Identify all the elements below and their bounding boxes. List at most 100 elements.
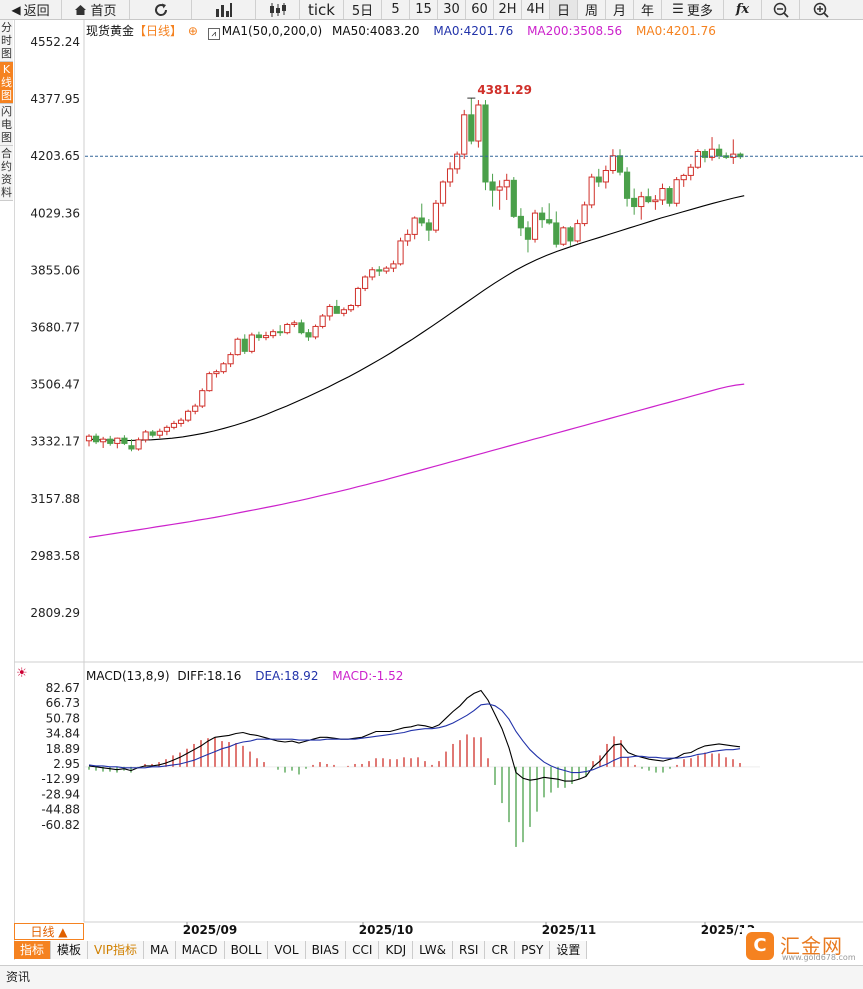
tab-indicators[interactable]: 指标: [14, 941, 52, 959]
y-tick-label: 3506.47: [30, 378, 80, 392]
refresh-button[interactable]: [130, 0, 192, 19]
period-5d[interactable]: 5日: [344, 0, 382, 19]
candle-body: [737, 153, 744, 158]
back-button[interactable]: ◀ 返回: [0, 0, 62, 19]
macd-y-tick-label: -12.99: [41, 772, 80, 786]
y-tick-label: 3157.88: [30, 492, 80, 506]
candle-body: [107, 438, 114, 444]
candle-body: [347, 304, 355, 311]
side-tabs: 分时图 K线图 闪电图 合约资料: [0, 20, 14, 201]
legend-period-tag: 【日线】: [134, 24, 183, 38]
period-day[interactable]: 日: [550, 0, 578, 19]
tab-bias[interactable]: BIAS: [305, 941, 347, 959]
candlestick-button[interactable]: [256, 0, 300, 19]
max-price-label: 4381.29: [477, 83, 532, 97]
candle-body: [206, 373, 213, 392]
y-tick-label: 3855.06: [30, 263, 80, 277]
tab-rsi[interactable]: RSI: [452, 941, 486, 959]
period-60m[interactable]: 60: [466, 0, 494, 19]
tab-kline[interactable]: K线图: [0, 62, 13, 104]
bar-chart-button[interactable]: [192, 0, 256, 19]
period-dropdown[interactable]: 日线 ▲: [14, 923, 84, 940]
candle-body: [432, 202, 440, 231]
news-link[interactable]: 资讯: [6, 970, 31, 984]
tab-settings[interactable]: 设置: [550, 941, 588, 959]
tab-timeshare[interactable]: 分时图: [0, 20, 13, 62]
period-4h[interactable]: 4H: [522, 0, 550, 19]
candle-body: [418, 217, 425, 224]
macd-legend: MACD(13,8,9) DIFF:18.16 DEA:18.92 MACD:-…: [86, 669, 413, 683]
y-tick-label: 4552.24: [30, 35, 80, 49]
tab-boll[interactable]: BOLL: [224, 941, 269, 959]
y-tick-label: 4377.95: [30, 92, 80, 106]
y-tick-label: 2809.29: [30, 606, 80, 620]
legend-ma200: MA200:3508.56: [527, 24, 623, 38]
tab-contract-info[interactable]: 合约资料: [0, 146, 13, 201]
tab-vip-indicators[interactable]: VIP指标: [88, 941, 145, 959]
candle-body: [404, 233, 411, 242]
tab-macd[interactable]: MACD: [175, 941, 225, 959]
candle-body: [227, 354, 234, 365]
candle-body: [673, 179, 680, 204]
candle-body: [595, 176, 602, 183]
more-button[interactable]: ☰ 更多: [662, 0, 724, 19]
tab-flash[interactable]: 闪电图: [0, 104, 13, 146]
candle-body: [666, 188, 673, 204]
dea-line: [88, 703, 741, 774]
zoom-in-button[interactable]: [800, 0, 841, 19]
candle-body: [574, 223, 581, 242]
period-month[interactable]: 月: [606, 0, 634, 19]
candle-body: [503, 179, 510, 188]
candle-body: [319, 315, 326, 327]
candle-body: [616, 155, 624, 173]
candle-body: [475, 104, 482, 142]
period-2h[interactable]: 2H: [494, 0, 522, 19]
y-tick-label: 4203.65: [30, 149, 80, 163]
macd-y-tick-label: 34.84: [46, 727, 80, 741]
home-button[interactable]: 首页: [62, 0, 130, 19]
period-15m[interactable]: 15: [410, 0, 438, 19]
candle-body: [397, 240, 404, 265]
tab-templates[interactable]: 模板: [51, 941, 89, 959]
ma200-line: [88, 383, 745, 538]
tab-cr[interactable]: CR: [485, 941, 516, 959]
legend-add-icon[interactable]: ⊕: [187, 24, 198, 38]
macd-legend-macd: MACD:-1.52: [332, 669, 404, 683]
tick-button[interactable]: tick: [300, 0, 344, 19]
tab-psy[interactable]: PSY: [515, 941, 551, 959]
candle-body: [439, 181, 447, 204]
tab-vol[interactable]: VOL: [268, 941, 306, 959]
tab-kdj[interactable]: KDJ: [379, 941, 414, 959]
candle-body: [354, 287, 362, 306]
candle-body: [262, 335, 270, 339]
ma-settings-icon[interactable]: ⩘: [207, 28, 220, 40]
zoom-out-button[interactable]: [762, 0, 800, 19]
period-30m[interactable]: 30: [438, 0, 466, 19]
macd-settings-icon[interactable]: ☀: [16, 666, 28, 681]
period-week[interactable]: 周: [578, 0, 606, 19]
chart-area[interactable]: 4552.24 4377.95 4203.65 4029.36 3855.06 3680.…: [0, 0, 863, 960]
candle-body: [694, 151, 701, 168]
tab-cci[interactable]: CCI: [346, 941, 380, 959]
candle-body: [369, 269, 376, 278]
candle-body: [85, 435, 93, 442]
legend-name: 现货黄金: [86, 24, 135, 38]
formula-button[interactable]: fx: [724, 0, 762, 19]
footer-bar: 资讯: [0, 965, 863, 989]
candle-body: [192, 405, 199, 412]
candle-body: [425, 222, 432, 231]
macd-y-tick-label: -44.88: [41, 803, 80, 817]
candle-body: [517, 215, 524, 229]
candle-body: [659, 188, 666, 201]
macd-y-tick-label: -60.82: [41, 818, 80, 832]
refresh-icon: [154, 3, 167, 16]
main-legend: 现货黄金【日线】 ⊕ ⩘ MA1(50,0,200,0) MA50:4083.20…: [86, 22, 726, 40]
tab-lw[interactable]: LW&: [413, 941, 453, 959]
candle-body: [128, 445, 135, 450]
period-year[interactable]: 年: [634, 0, 662, 19]
tab-ma[interactable]: MA: [144, 941, 176, 959]
candle-body: [298, 322, 305, 334]
period-5m[interactable]: 5: [382, 0, 410, 19]
back-label: 返回: [23, 4, 50, 19]
candle-body: [553, 222, 560, 245]
